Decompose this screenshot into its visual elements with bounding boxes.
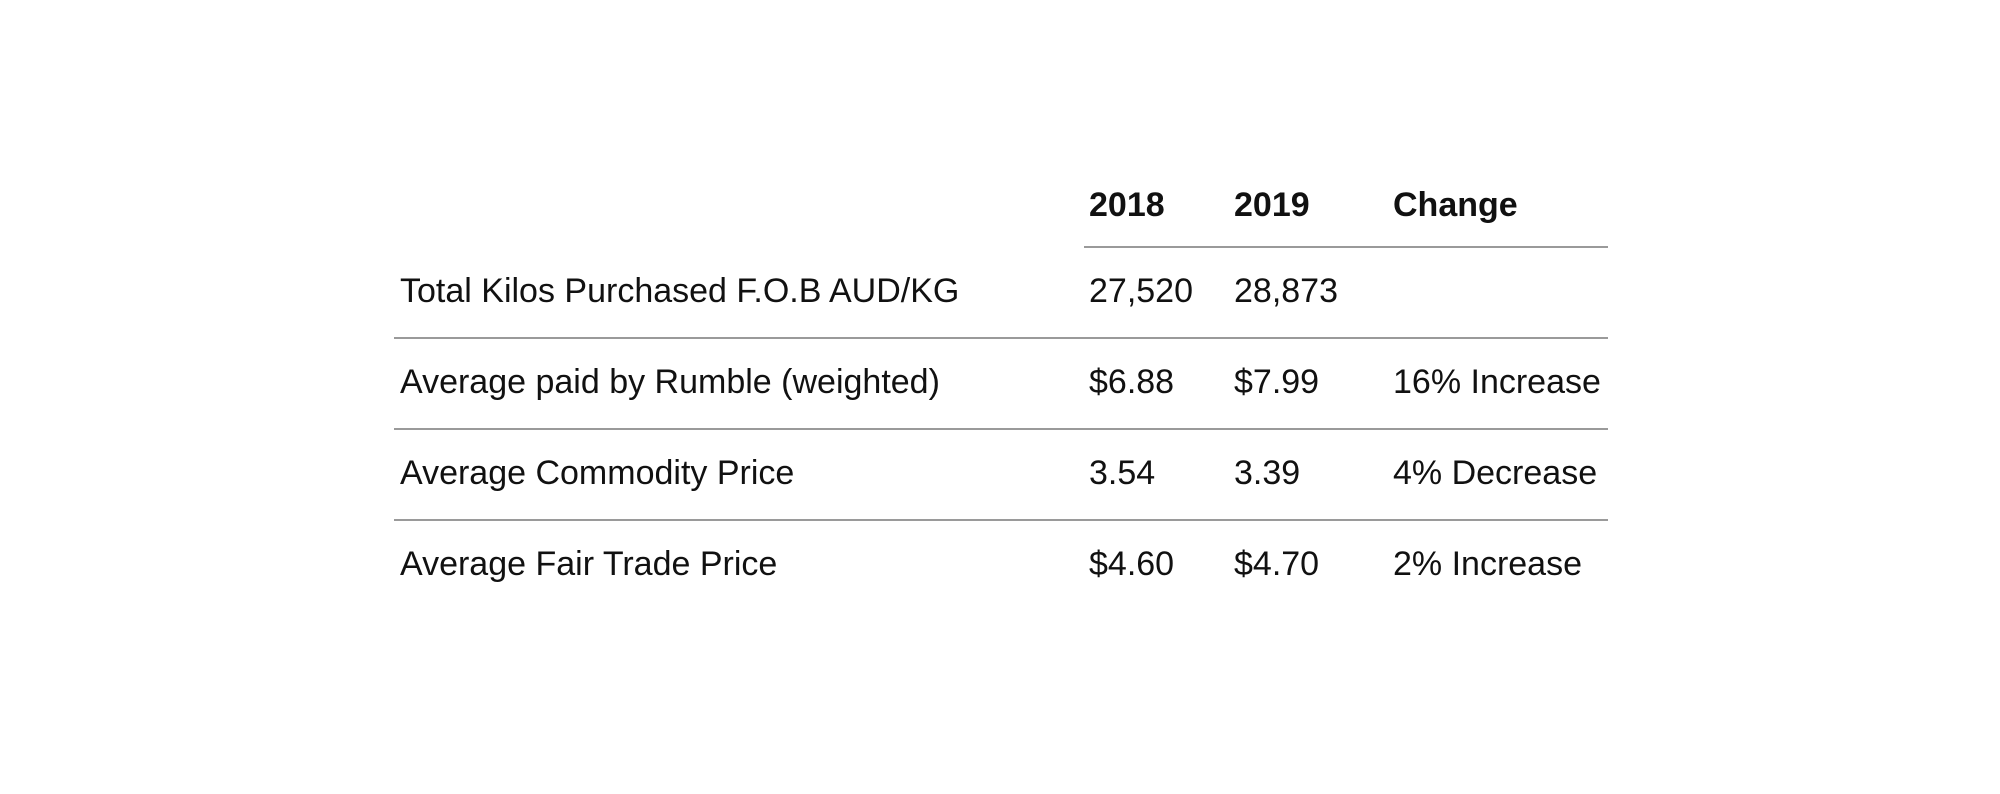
- row-value-2019: 3.39: [1234, 454, 1301, 492]
- header-change: Change: [1393, 186, 1518, 224]
- row-divider: [394, 337, 1608, 339]
- row-value-2018: 27,520: [1089, 272, 1193, 310]
- row-value-2018: 3.54: [1089, 454, 1156, 492]
- row-label: Average Fair Trade Price: [400, 545, 778, 583]
- row-label: Average Commodity Price: [400, 454, 795, 492]
- table-row: Average paid by Rumble (weighted) $6.88 …: [394, 338, 1608, 430]
- header-2019: 2019: [1234, 186, 1310, 224]
- row-change: 4% Decrease: [1393, 454, 1598, 492]
- row-label: Total Kilos Purchased F.O.B AUD/KG: [400, 272, 960, 310]
- table-row: Average Commodity Price 3.54 3.39 4% Dec…: [394, 429, 1608, 521]
- row-change: 16% Increase: [1393, 363, 1601, 401]
- row-divider: [394, 519, 1608, 521]
- row-value-2018: $6.88: [1089, 363, 1175, 401]
- row-value-2019: $7.99: [1234, 363, 1320, 401]
- row-divider: [394, 428, 1608, 430]
- row-value-2019: 28,873: [1234, 272, 1338, 310]
- header-2018: 2018: [1089, 186, 1165, 224]
- table-row: Average Fair Trade Price $4.60 $4.70 2% …: [394, 520, 1608, 611]
- header-divider: [1084, 246, 1608, 248]
- table-header-row: 2018 2019 Change: [394, 168, 1608, 248]
- row-label: Average paid by Rumble (weighted): [400, 363, 940, 401]
- row-value-2018: $4.60: [1089, 545, 1175, 583]
- row-change: 2% Increase: [1393, 545, 1582, 583]
- row-value-2019: $4.70: [1234, 545, 1320, 583]
- comparison-table: 2018 2019 Change Total Kilos Purchased F…: [394, 168, 1608, 611]
- table-row: Total Kilos Purchased F.O.B AUD/KG 27,52…: [394, 247, 1608, 339]
